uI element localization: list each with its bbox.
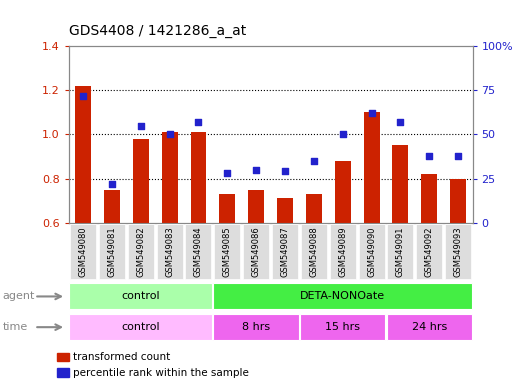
- Text: GSM549092: GSM549092: [425, 226, 434, 277]
- Text: percentile rank within the sample: percentile rank within the sample: [73, 367, 249, 377]
- Text: transformed count: transformed count: [73, 352, 170, 362]
- Bar: [248, 190, 264, 223]
- Bar: [306, 194, 322, 223]
- Text: DETA-NONOate: DETA-NONOate: [300, 291, 385, 301]
- Text: GSM549084: GSM549084: [194, 226, 203, 277]
- FancyBboxPatch shape: [300, 314, 385, 340]
- Point: [281, 169, 289, 175]
- Point: [137, 122, 145, 129]
- Bar: [335, 161, 351, 223]
- Bar: [364, 112, 380, 223]
- Bar: [220, 194, 235, 223]
- Text: GSM549085: GSM549085: [223, 226, 232, 277]
- FancyBboxPatch shape: [185, 224, 211, 279]
- Text: 15 hrs: 15 hrs: [325, 322, 360, 332]
- Bar: [421, 174, 437, 223]
- Bar: [104, 190, 120, 223]
- Bar: [133, 139, 149, 223]
- Text: GDS4408 / 1421286_a_at: GDS4408 / 1421286_a_at: [69, 25, 246, 38]
- Bar: [75, 86, 91, 223]
- FancyBboxPatch shape: [157, 224, 183, 279]
- Point: [108, 181, 116, 187]
- FancyBboxPatch shape: [243, 224, 269, 279]
- FancyBboxPatch shape: [272, 224, 298, 279]
- Bar: [58, 368, 69, 377]
- Point: [425, 152, 433, 159]
- Point: [396, 119, 404, 125]
- Text: GSM549088: GSM549088: [309, 226, 318, 277]
- Point: [252, 167, 260, 173]
- Text: control: control: [121, 322, 160, 332]
- FancyBboxPatch shape: [301, 224, 327, 279]
- Text: GSM549090: GSM549090: [367, 226, 376, 277]
- Point: [165, 131, 174, 137]
- Text: GSM549083: GSM549083: [165, 226, 174, 277]
- FancyBboxPatch shape: [386, 314, 472, 340]
- FancyBboxPatch shape: [330, 224, 356, 279]
- Text: GSM549093: GSM549093: [454, 226, 463, 277]
- Bar: [162, 132, 177, 223]
- FancyBboxPatch shape: [69, 283, 212, 310]
- Bar: [392, 146, 408, 223]
- Text: GSM549087: GSM549087: [280, 226, 289, 277]
- Point: [79, 93, 87, 99]
- FancyBboxPatch shape: [416, 224, 442, 279]
- Point: [223, 170, 232, 176]
- Text: control: control: [121, 291, 160, 301]
- Text: GSM549091: GSM549091: [396, 226, 405, 277]
- Point: [454, 152, 463, 159]
- Text: GSM549089: GSM549089: [338, 226, 347, 277]
- Point: [194, 119, 203, 125]
- FancyBboxPatch shape: [388, 224, 413, 279]
- Bar: [277, 199, 293, 223]
- FancyBboxPatch shape: [213, 283, 472, 310]
- FancyBboxPatch shape: [128, 224, 154, 279]
- Text: GSM549081: GSM549081: [107, 226, 116, 277]
- Bar: [191, 132, 206, 223]
- Text: agent: agent: [3, 291, 35, 301]
- FancyBboxPatch shape: [69, 314, 212, 340]
- Bar: [58, 353, 69, 361]
- Point: [309, 158, 318, 164]
- Text: GSM549082: GSM549082: [136, 226, 145, 277]
- Text: 8 hrs: 8 hrs: [242, 322, 270, 332]
- FancyBboxPatch shape: [99, 224, 125, 279]
- Bar: [450, 179, 466, 223]
- FancyBboxPatch shape: [70, 224, 96, 279]
- Point: [338, 131, 347, 137]
- Text: GSM549080: GSM549080: [79, 226, 88, 277]
- Text: GSM549086: GSM549086: [252, 226, 261, 277]
- FancyBboxPatch shape: [213, 314, 299, 340]
- FancyBboxPatch shape: [445, 224, 471, 279]
- Point: [367, 110, 376, 116]
- Text: 24 hrs: 24 hrs: [412, 322, 447, 332]
- FancyBboxPatch shape: [214, 224, 240, 279]
- Text: time: time: [3, 322, 28, 332]
- FancyBboxPatch shape: [359, 224, 384, 279]
